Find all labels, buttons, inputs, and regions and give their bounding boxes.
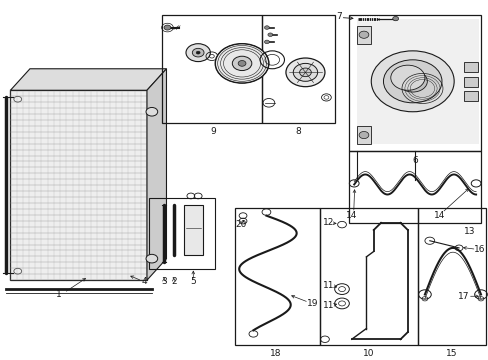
Circle shape	[264, 40, 269, 44]
Text: 6: 6	[411, 156, 417, 165]
Text: 14: 14	[433, 211, 444, 220]
Text: 9: 9	[209, 127, 215, 136]
Circle shape	[196, 51, 200, 54]
Circle shape	[358, 131, 368, 139]
Text: 10: 10	[363, 349, 374, 358]
Text: 12: 12	[322, 218, 333, 227]
Circle shape	[397, 71, 427, 92]
Circle shape	[215, 44, 268, 83]
Circle shape	[232, 56, 251, 71]
Text: 11: 11	[322, 301, 333, 310]
Text: 2: 2	[171, 278, 176, 287]
Text: 14: 14	[346, 211, 357, 220]
Circle shape	[264, 26, 269, 30]
Circle shape	[192, 48, 203, 57]
Polygon shape	[356, 126, 370, 144]
Text: 15: 15	[445, 349, 457, 358]
Text: 5: 5	[190, 278, 196, 287]
Circle shape	[358, 31, 368, 38]
Text: 17: 17	[457, 292, 468, 301]
Text: 20: 20	[235, 220, 246, 229]
Polygon shape	[147, 69, 166, 280]
Polygon shape	[183, 205, 203, 255]
Text: 16: 16	[473, 245, 484, 254]
Polygon shape	[10, 90, 147, 280]
Text: 13: 13	[463, 227, 474, 236]
Text: 1: 1	[56, 290, 62, 299]
Text: 4: 4	[142, 278, 147, 287]
Circle shape	[293, 63, 317, 81]
Circle shape	[383, 60, 441, 103]
Polygon shape	[463, 62, 477, 72]
Polygon shape	[10, 69, 166, 90]
Polygon shape	[463, 91, 477, 101]
Text: 8: 8	[295, 127, 301, 136]
Circle shape	[163, 25, 170, 30]
Polygon shape	[356, 19, 478, 144]
Text: 11: 11	[322, 281, 333, 290]
Polygon shape	[356, 26, 370, 44]
Circle shape	[370, 51, 453, 112]
Circle shape	[285, 58, 325, 87]
Text: 19: 19	[306, 299, 318, 308]
Text: 7: 7	[336, 12, 342, 21]
Text: 3: 3	[161, 278, 166, 287]
Circle shape	[146, 107, 158, 116]
Circle shape	[238, 60, 245, 66]
Circle shape	[185, 44, 210, 62]
Circle shape	[390, 65, 424, 90]
Polygon shape	[463, 77, 477, 87]
Circle shape	[392, 17, 398, 21]
Circle shape	[267, 33, 272, 36]
Text: 18: 18	[270, 349, 282, 358]
Circle shape	[299, 68, 311, 77]
Circle shape	[146, 255, 158, 263]
